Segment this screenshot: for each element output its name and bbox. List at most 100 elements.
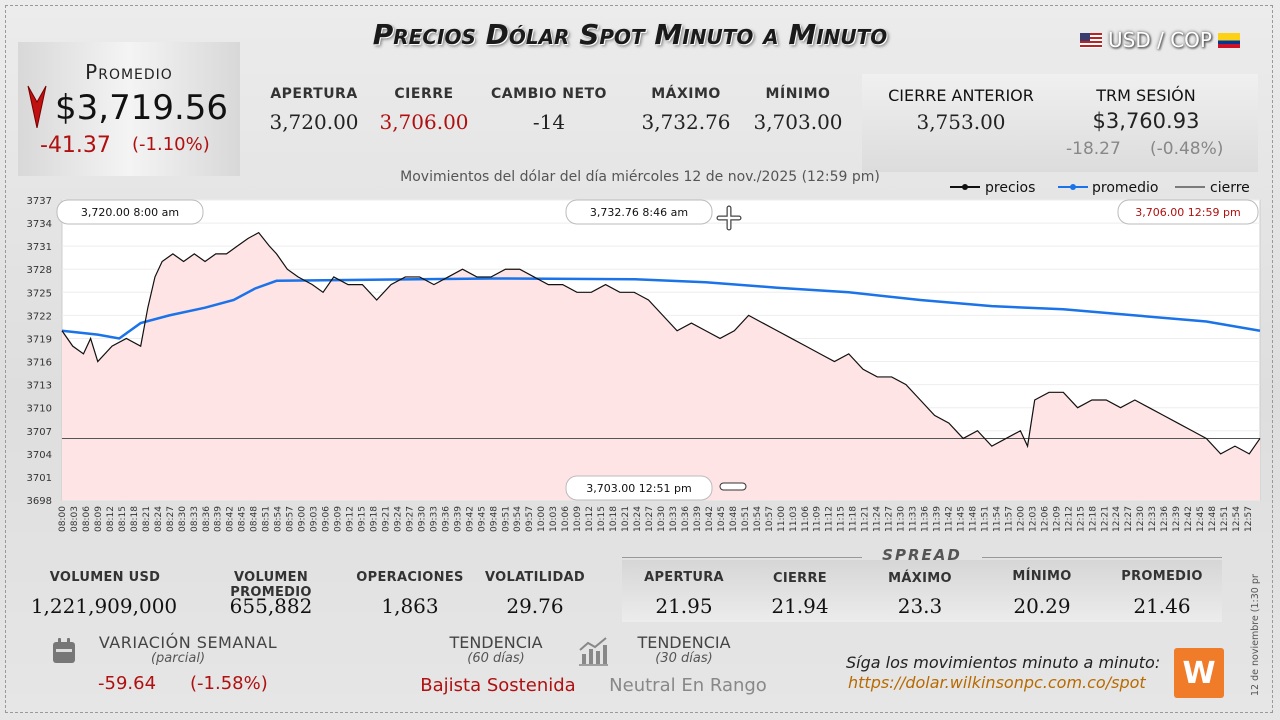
x-tick-label: 12:18 bbox=[1088, 506, 1098, 532]
x-tick-label: 11:57 bbox=[1004, 506, 1014, 532]
x-tick-label: 12:12 bbox=[1064, 506, 1074, 532]
kpi-net-change-label: CAMBIO NETO bbox=[491, 86, 607, 102]
y-tick-label: 3701 bbox=[27, 473, 52, 484]
legend-precios-label: precios bbox=[985, 180, 1035, 196]
spread-title: SPREAD bbox=[882, 546, 962, 564]
x-tick-label: 09:45 bbox=[477, 506, 487, 532]
y-tick-label: 3707 bbox=[27, 427, 52, 438]
trm-change-pct: (-0.48%) bbox=[1150, 139, 1224, 159]
down-arrow-icon bbox=[27, 85, 47, 128]
kpi-open-value: 3,720.00 bbox=[269, 110, 359, 134]
x-tick-label: 09:12 bbox=[346, 506, 356, 532]
x-tick-label: 12:00 bbox=[1016, 506, 1026, 532]
promo-link[interactable]: https://dolar.wilkinsonpc.com.co/spot bbox=[848, 673, 1146, 692]
x-tick-label: 08:24 bbox=[154, 506, 164, 532]
x-tick-label: 11:42 bbox=[945, 506, 955, 532]
x-tick-label: 12:42 bbox=[1184, 506, 1194, 532]
kpi-open-label: APERTURA bbox=[270, 86, 358, 102]
x-tick-label: 08:18 bbox=[130, 506, 140, 532]
spread-avg-label: PROMEDIO bbox=[1121, 569, 1203, 584]
x-tick-label: 12:21 bbox=[1100, 506, 1110, 532]
currency-pair: USD / COP bbox=[1080, 28, 1240, 52]
x-tick-label: 10:30 bbox=[657, 506, 667, 532]
average-value: $3,719.56 bbox=[55, 88, 229, 128]
y-tick-label: 3722 bbox=[27, 311, 52, 322]
x-tick-label: 10:06 bbox=[561, 506, 571, 532]
max-annotation-box bbox=[565, 199, 713, 225]
x-tick-label: 12:15 bbox=[1076, 506, 1086, 532]
previous-close-value: 3,753.00 bbox=[916, 110, 1006, 134]
x-tick-label: 08:57 bbox=[286, 506, 296, 532]
x-tick-label: 11:03 bbox=[789, 506, 799, 532]
x-tick-label: 10:00 bbox=[537, 506, 547, 532]
open-annotation-box bbox=[56, 199, 204, 225]
pair-label: USD / COP bbox=[1108, 28, 1212, 52]
x-tick-label: 10:27 bbox=[645, 506, 655, 532]
promo-text: Síga los movimientos minuto a minuto: bbox=[846, 653, 1161, 672]
y-tick-label: 3704 bbox=[27, 450, 52, 461]
x-tick-label: 10:21 bbox=[621, 506, 631, 532]
x-tick-label: 08:00 bbox=[58, 506, 68, 532]
volume-usd-label: VOLUMEN USD bbox=[49, 570, 161, 585]
weekly-pct: (-1.58%) bbox=[190, 673, 268, 694]
x-tick-label: 10:39 bbox=[693, 506, 703, 532]
x-tick-label: 11:24 bbox=[873, 506, 883, 532]
open-annotation: 3,720.00 8:00 am bbox=[81, 206, 179, 219]
kpi-min-label: MÍNIMO bbox=[765, 86, 831, 102]
kpi-net-change-value: -14 bbox=[532, 110, 566, 134]
y-tick-label: 3716 bbox=[27, 358, 52, 369]
spread-min-value: 20.29 bbox=[1013, 594, 1071, 618]
previous-panel bbox=[862, 74, 1258, 172]
trm-value: $3,760.93 bbox=[1092, 109, 1200, 133]
x-tick-label: 08:21 bbox=[142, 506, 152, 532]
volatility-label: VOLATILIDAD bbox=[485, 570, 585, 585]
average-change: -41.37 bbox=[40, 133, 111, 158]
spread-open-value: 21.95 bbox=[655, 594, 713, 618]
x-tick-label: 08:36 bbox=[202, 506, 212, 532]
close-annotation: 3,706.00 12:59 pm bbox=[1135, 206, 1240, 219]
x-tick-label: 10:57 bbox=[765, 506, 775, 532]
x-tick-label: 10:12 bbox=[585, 506, 595, 532]
x-tick-label: 12:54 bbox=[1232, 506, 1242, 532]
weekly-label: VARIACIÓN SEMANAL bbox=[98, 633, 278, 652]
y-tick-label: 3698 bbox=[27, 496, 52, 507]
x-tick-label: 12:24 bbox=[1112, 506, 1122, 532]
x-tick-label: 11:00 bbox=[777, 506, 787, 532]
x-tick-label: 09:06 bbox=[322, 506, 332, 532]
x-tick-label: 11:33 bbox=[909, 506, 919, 532]
x-tick-label: 12:33 bbox=[1148, 506, 1158, 532]
x-tick-label: 08:42 bbox=[226, 506, 236, 532]
spread-rule-right bbox=[982, 557, 1222, 558]
x-tick-label: 11:51 bbox=[980, 506, 990, 532]
weekly-change: -59.64 bbox=[98, 673, 157, 694]
x-tick-label: 09:03 bbox=[310, 506, 320, 532]
x-tick-label: 11:09 bbox=[813, 506, 823, 532]
x-tick-label: 09:00 bbox=[298, 506, 308, 532]
x-tick-label: 10:24 bbox=[633, 506, 643, 532]
price-area bbox=[62, 232, 1260, 500]
x-tick-label: 08:51 bbox=[262, 506, 272, 532]
y-tick-label: 3734 bbox=[27, 219, 52, 230]
spread-close-label: CIERRE bbox=[773, 571, 827, 586]
x-tick-label: 10:09 bbox=[573, 506, 583, 532]
trend30-sub: (30 días) bbox=[655, 651, 713, 666]
x-tick-label: 08:06 bbox=[82, 506, 92, 532]
x-tick-label: 12:45 bbox=[1196, 506, 1206, 532]
kpi-max-value: 3,732.76 bbox=[641, 110, 731, 134]
price-chart: 3698 3701 3704 3707 3710 3713 3716 3719 3722 3725… bbox=[27, 180, 1261, 532]
x-tick-label: 09:57 bbox=[525, 506, 535, 532]
spread-close-value: 21.94 bbox=[771, 594, 829, 618]
outer-frame bbox=[5, 5, 1273, 713]
x-tick-label: 12:09 bbox=[1052, 506, 1062, 532]
operations-label: OPERACIONES bbox=[356, 570, 464, 585]
x-tick-label: 09:15 bbox=[358, 506, 368, 532]
spread-max-label: MÁXIMO bbox=[888, 571, 952, 586]
wilkinson-logo[interactable]: W bbox=[1174, 648, 1224, 698]
x-tick-label: 08:27 bbox=[166, 506, 176, 532]
volume-usd-value: 1,221,909,000 bbox=[30, 594, 178, 618]
page-title: Precios Dólar Spot Minuto a Minuto bbox=[372, 18, 888, 51]
legend-precios-dot bbox=[962, 184, 968, 190]
x-tick-label: 09:33 bbox=[429, 506, 439, 532]
x-tick-label: 11:27 bbox=[885, 506, 895, 532]
volatility-value: 29.76 bbox=[506, 594, 564, 618]
